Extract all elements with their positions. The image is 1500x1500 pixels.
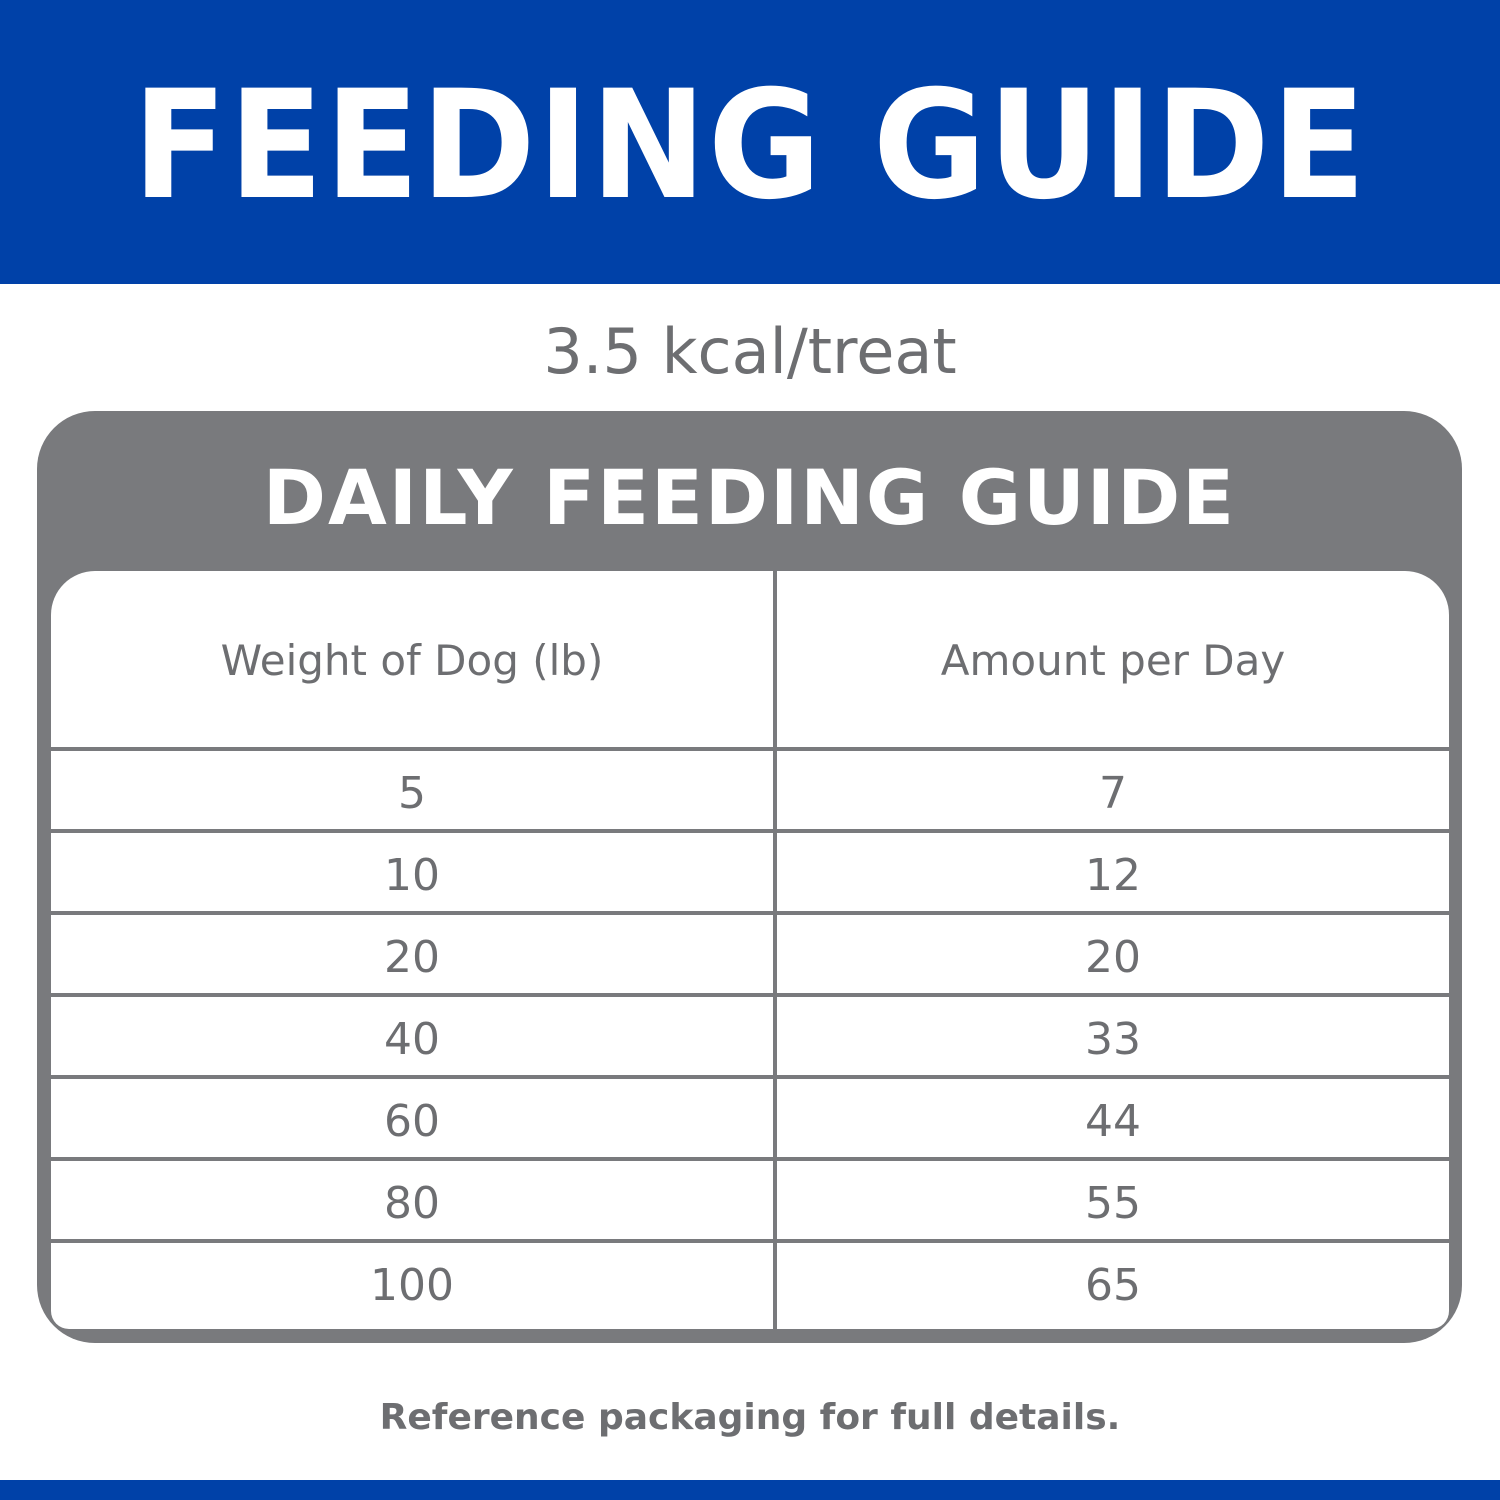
amount-cell: 44 [1085,1096,1141,1147]
amount-cell: 20 [1085,932,1141,983]
table-header-row: Weight of Dog (lb) Amount per Day [51,571,1449,751]
card-title: DAILY FEEDING GUIDE [262,453,1237,542]
amount-cell: 7 [1099,768,1127,819]
column-header-weight: Weight of Dog (lb) [220,636,604,685]
weight-cell: 80 [384,1178,440,1229]
column-divider [773,571,777,1329]
footnote: Reference packaging for full details. [379,1397,1121,1438]
feeding-table: Weight of Dog (lb) Amount per Day 5 7 10… [51,571,1449,1329]
amount-cell: 12 [1085,850,1141,901]
footer-band [0,1480,1500,1500]
weight-cell: 100 [370,1260,454,1311]
amount-cell: 55 [1085,1178,1141,1229]
table-row: 100 65 [51,1243,1449,1325]
weight-cell: 40 [384,1014,440,1065]
table-row: 40 33 [51,997,1449,1079]
table-row: 20 20 [51,915,1449,997]
page-title: FEEDING GUIDE [132,59,1368,233]
amount-cell: 65 [1085,1260,1141,1311]
amount-cell: 33 [1085,1014,1141,1065]
feeding-guide-card: DAILY FEEDING GUIDE Weight of Dog (lb) A… [37,411,1462,1343]
header-banner: FEEDING GUIDE [0,0,1500,284]
weight-cell: 10 [384,850,440,901]
table-row: 10 12 [51,833,1449,915]
table-row: 5 7 [51,751,1449,833]
calorie-info: 3.5 kcal/treat [543,315,957,388]
table-row: 80 55 [51,1161,1449,1243]
weight-cell: 60 [384,1096,440,1147]
weight-cell: 5 [398,768,426,819]
column-header-amount: Amount per Day [940,636,1286,685]
table-row: 60 44 [51,1079,1449,1161]
weight-cell: 20 [384,932,440,983]
